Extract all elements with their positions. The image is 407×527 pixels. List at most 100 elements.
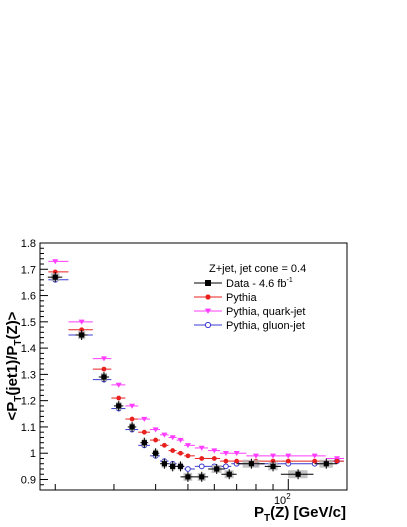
data-point [323, 461, 329, 467]
legend-label-pythia: Pythia [226, 292, 257, 304]
legend-marker-pythia [205, 294, 211, 300]
gluon-jet-point [198, 463, 205, 470]
plot-frame [39, 242, 348, 491]
legend-marker-data [205, 280, 211, 286]
gluon-jet-point [185, 466, 191, 472]
data-point [185, 474, 191, 480]
quark-jet-point [222, 451, 229, 457]
quark-jet-point [252, 453, 259, 459]
pythia-point [170, 448, 176, 453]
data-point [129, 424, 135, 430]
quark-jet-point [141, 416, 148, 422]
data-series [47, 272, 338, 482]
quark-jet-point [78, 319, 85, 325]
y-axis: 0.9 1 1.1 1.2 1.3 1.4 1.5 1.6 1.7 1.8 [21, 238, 48, 486]
legend-header: Z+jet, jet cone = 0.4 [209, 263, 306, 275]
data-point [270, 463, 276, 469]
pythia-point [116, 395, 122, 401]
gluon-jet-point [223, 463, 229, 470]
pythia-point [270, 458, 276, 464]
legend-label-quark-jet: Pythia, quark-jet [226, 306, 305, 318]
quark-jet-point [161, 432, 168, 438]
quark-jet-point [129, 403, 136, 409]
pythia-point [312, 458, 318, 464]
y-tick-label: 1.3 [21, 369, 36, 381]
x-label-sub: T [264, 513, 270, 524]
data-point [170, 463, 176, 469]
series-layer [47, 259, 344, 482]
pythia-point [52, 269, 58, 275]
quark-jet-point [270, 453, 277, 459]
legend-entry-data: Data - 4.6 fb-1 [194, 277, 293, 290]
data-point [214, 466, 220, 472]
pythia-series [48, 269, 344, 464]
pythia-point [161, 442, 167, 448]
data-point [199, 474, 205, 480]
quark-jet-point [152, 427, 159, 433]
pythia-point [223, 458, 229, 464]
y-tick-label: 1.4 [21, 343, 36, 355]
legend-marker-gluon-jet [204, 321, 212, 329]
y-label-part-2: (jet1)/P [4, 346, 21, 396]
y-tick-label: 1.2 [21, 396, 36, 408]
quark-jet-point [198, 445, 205, 451]
x-tick-label-exponent: 2 [286, 492, 291, 501]
y-axis-label: <PT(jet1)/PT(Z)> [4, 311, 24, 420]
y-tick-label: 1.5 [21, 317, 36, 329]
data-point [79, 332, 85, 338]
x-label-part-1: P [254, 504, 264, 521]
pythia-point [234, 458, 240, 464]
quark-jet-point [169, 435, 176, 441]
quark-jet-point [52, 259, 59, 265]
legend-label-data-main: Data - 4.6 fb [226, 278, 287, 290]
pythia-point [199, 456, 205, 461]
y-label-sub-1: T [13, 396, 24, 402]
data-point [161, 461, 167, 467]
y-label-part-1: <P [4, 402, 21, 421]
pythia-point [211, 456, 217, 461]
pythia-point [153, 437, 159, 443]
quark-jet-point [177, 437, 184, 443]
pythia-point [178, 450, 183, 456]
pythia-point [185, 453, 191, 459]
quark-jet-point [100, 356, 107, 362]
y-tick-label: 1.7 [21, 264, 36, 276]
legend-entry-gluon-jet: Pythia, gluon-jet [194, 320, 305, 332]
pythia-point [79, 327, 85, 333]
y-tick-label: 1 [30, 448, 36, 460]
x-tick-label-base: 10 [274, 495, 286, 507]
pythia-point [141, 429, 147, 435]
y-tick-label: 0.9 [21, 474, 36, 486]
pythia-point [334, 458, 340, 464]
legend-label-data: Data - 4.6 fb-1 [226, 277, 293, 290]
y-tick-label: 1.6 [21, 291, 36, 303]
x-axis: 102 [54, 479, 291, 507]
quark-jet-point [184, 443, 191, 449]
x-tick-label: 102 [274, 492, 291, 507]
data-point [177, 463, 184, 469]
y-tick-label: 1.8 [21, 238, 36, 250]
pythia-point [129, 416, 135, 422]
pythia-point [285, 458, 291, 464]
data-point [153, 450, 159, 456]
data-point [52, 274, 58, 280]
y-label-sub-2: T [13, 339, 24, 345]
data-point [101, 374, 107, 380]
x-label-part-2: (Z) [GeV/c] [270, 504, 346, 521]
pythia-point [101, 366, 107, 372]
data-point [226, 471, 232, 477]
legend-entry-quark-jet: Pythia, quark-jet [194, 306, 305, 318]
legend-label-gluon-jet: Pythia, gluon-jet [226, 320, 305, 332]
legend: Z+jet, jet cone = 0.4 Data - 4.6 fb-1 Py… [194, 263, 306, 332]
data-point [295, 471, 301, 477]
y-tick-label: 1.1 [21, 422, 36, 434]
quark-jet-point [115, 382, 122, 388]
data-point [116, 403, 122, 409]
quark-jet-series [48, 259, 344, 462]
quark-jet-point [311, 453, 318, 459]
quark-jet-point [233, 451, 240, 457]
quark-jet-point [285, 453, 292, 459]
x-axis-label: PT(Z) [GeV/c] [254, 504, 346, 524]
quark-jet-point [211, 448, 218, 454]
